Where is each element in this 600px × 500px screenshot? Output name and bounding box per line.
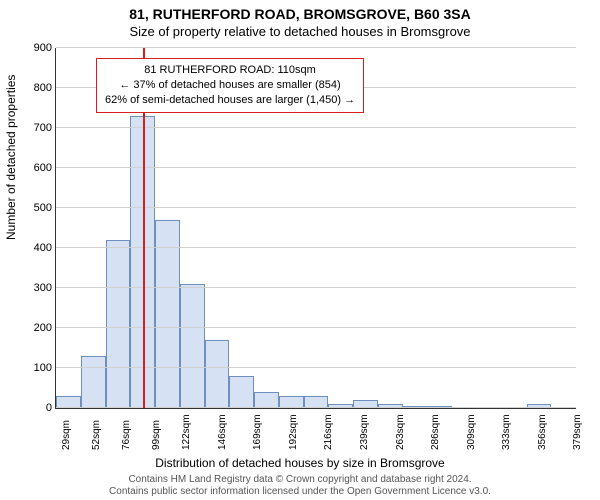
gridline [56, 167, 576, 168]
y-tick-label: 200 [17, 322, 56, 334]
histogram-bar [180, 284, 205, 408]
gridline [56, 207, 576, 208]
annotation-line: ← 37% of detached houses are smaller (85… [105, 78, 355, 93]
y-tick-label: 600 [17, 162, 56, 174]
y-tick-label: 700 [17, 122, 56, 134]
annotation-line: 81 RUTHERFORD ROAD: 110sqm [105, 63, 355, 78]
histogram-bar [229, 376, 254, 408]
annotation-box: 81 RUTHERFORD ROAD: 110sqm← 37% of detac… [96, 58, 364, 113]
gridline [56, 407, 576, 408]
histogram-bar [106, 240, 131, 408]
histogram-bar [205, 340, 230, 408]
gridline [56, 367, 576, 368]
chart-title-main: 81, RUTHERFORD ROAD, BROMSGROVE, B60 3SA [0, 6, 600, 22]
gridline [56, 247, 576, 248]
annotation-line: 62% of semi-detached houses are larger (… [105, 93, 355, 108]
y-tick-label: 100 [17, 362, 56, 374]
y-tick-label: 900 [17, 42, 56, 54]
histogram-bar [81, 356, 106, 408]
y-tick-label: 400 [17, 242, 56, 254]
y-tick-label: 0 [17, 402, 56, 414]
gridline [56, 327, 576, 328]
chart-container: 81, RUTHERFORD ROAD, BROMSGROVE, B60 3SA… [0, 0, 600, 500]
y-tick-label: 300 [17, 282, 56, 294]
histogram-bar [254, 392, 279, 408]
gridline [56, 127, 576, 128]
chart-title-sub: Size of property relative to detached ho… [0, 24, 600, 39]
histogram-bar [155, 220, 180, 408]
y-tick-label: 500 [17, 202, 56, 214]
gridline [56, 47, 576, 48]
x-axis-label: Distribution of detached houses by size … [0, 456, 600, 470]
plot-area: 29sqm52sqm76sqm99sqm122sqm146sqm169sqm19… [55, 48, 576, 409]
footer-line1: Contains HM Land Registry data © Crown c… [0, 474, 600, 486]
footer-attribution: Contains HM Land Registry data © Crown c… [0, 474, 600, 498]
footer-line2: Contains public sector information licen… [0, 486, 600, 498]
gridline [56, 287, 576, 288]
x-tick-label: 379sqm [572, 414, 600, 450]
y-axis-label: Number of detached properties [4, 75, 18, 240]
x-ticks-group: 29sqm52sqm76sqm99sqm122sqm146sqm169sqm19… [56, 408, 576, 458]
y-tick-label: 800 [17, 82, 56, 94]
